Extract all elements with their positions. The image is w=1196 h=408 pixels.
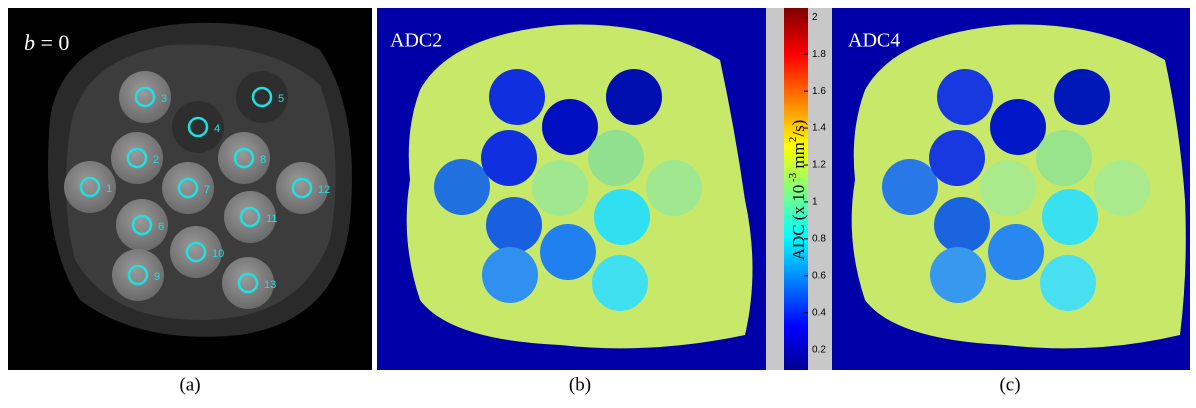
vial <box>1040 255 1096 311</box>
vial <box>1054 69 1110 125</box>
figure: 12345678910111213 b = 0 ADC2 0.20.40.60.… <box>0 0 1196 403</box>
roi-label: 8 <box>260 154 266 166</box>
roi-label: 5 <box>278 93 284 105</box>
tick-label: 0.4 <box>812 307 826 318</box>
vial <box>1042 189 1098 245</box>
tick-label: 1.6 <box>812 86 826 97</box>
vial <box>592 255 648 311</box>
tick-label: 1.4 <box>812 123 826 134</box>
vial <box>434 159 490 215</box>
roi-label: 9 <box>154 271 160 283</box>
label-part: mm <box>789 142 808 173</box>
roi-label: 12 <box>318 184 330 196</box>
tick-label: 1.8 <box>812 49 826 60</box>
vial <box>481 130 537 186</box>
label-var: b <box>24 30 35 55</box>
panel-b-label: ADC2 <box>390 30 442 52</box>
vial <box>542 99 598 155</box>
tick-label: 1 <box>812 197 818 208</box>
vial <box>489 69 545 125</box>
vial <box>540 224 596 280</box>
vial <box>486 197 542 253</box>
roi-label: 3 <box>161 93 167 105</box>
roi-label: 6 <box>158 221 164 233</box>
vial <box>532 160 588 216</box>
vial <box>934 197 990 253</box>
vial <box>990 99 1046 155</box>
roi-label: 11 <box>266 213 277 225</box>
vial <box>588 130 644 186</box>
caption: (b) <box>569 374 591 395</box>
tick-label: 0.8 <box>812 234 826 245</box>
vial <box>1094 160 1150 216</box>
panel-a-label: b = 0 <box>24 30 69 55</box>
vial <box>929 130 985 186</box>
vial <box>594 189 650 245</box>
vial <box>482 247 538 303</box>
roi-label: 4 <box>214 123 220 135</box>
roi-label: 7 <box>204 184 210 196</box>
label-part: ADC (x 10 <box>789 185 808 261</box>
tick-label: 2 <box>812 12 818 23</box>
caption: (c) <box>999 374 1020 395</box>
tick-label: 0.6 <box>812 270 826 281</box>
vial <box>937 69 993 125</box>
label-sup: -3 <box>787 172 799 184</box>
panel-c-label: ADC4 <box>848 30 900 52</box>
label-part: /s) <box>789 120 808 137</box>
vial <box>988 224 1044 280</box>
roi-label: 2 <box>153 154 159 166</box>
vial <box>882 159 938 215</box>
tick-label: 0.2 <box>812 344 826 355</box>
vial <box>606 69 662 125</box>
vial <box>646 160 702 216</box>
roi-label: 13 <box>264 279 276 291</box>
caption: (a) <box>179 374 200 395</box>
roi-label: 10 <box>212 248 224 260</box>
roi-label: 1 <box>106 183 112 195</box>
vial <box>930 247 986 303</box>
tick-label: 1.2 <box>812 160 826 171</box>
vial <box>1036 130 1092 186</box>
vial <box>980 160 1036 216</box>
label-rest: = 0 <box>41 30 70 55</box>
